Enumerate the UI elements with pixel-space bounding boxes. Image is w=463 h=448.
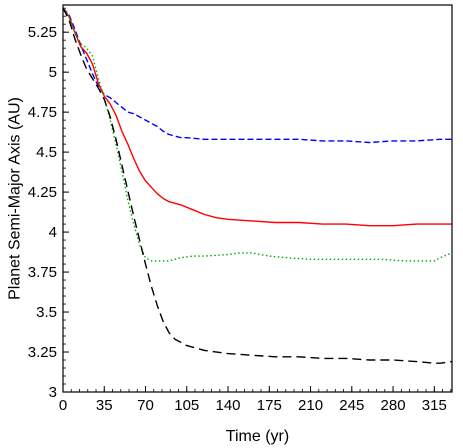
y-tick-label: 3.25 xyxy=(28,344,57,361)
y-tick-label: 4.75 xyxy=(28,104,57,121)
y-tick-label: 4.5 xyxy=(36,144,57,161)
y-axis-title: Planet Semi-Major Axis (AU) xyxy=(7,97,24,300)
y-tick-label: 3 xyxy=(49,384,57,401)
series-layer xyxy=(62,7,453,364)
x-tick-label: 175 xyxy=(257,397,282,414)
plot-frame xyxy=(62,4,453,393)
x-tick-label: 245 xyxy=(339,397,364,414)
x-axis-title: Time (yr) xyxy=(226,428,289,445)
series-line-2 xyxy=(62,7,452,227)
x-tick-label: 280 xyxy=(381,397,406,414)
x-tick-label: 70 xyxy=(137,397,154,414)
series-line-3 xyxy=(62,7,453,262)
y-axis: 3 3.25 3.5 3.75 4 4.25 4.5 4.75 5 5.25 xyxy=(28,7,69,401)
y-tick-label: 4 xyxy=(49,224,57,241)
x-tick-label: 0 xyxy=(59,397,67,414)
y-tick-label: 3.5 xyxy=(36,304,57,321)
x-tick-label: 315 xyxy=(422,397,447,414)
y-tick-label: 5 xyxy=(49,64,57,81)
series-line-1 xyxy=(62,7,452,144)
x-axis: 0 35 70 105 140 175 210 245 280 315 xyxy=(59,386,452,414)
x-tick-label: 140 xyxy=(216,397,241,414)
x-tick-label: 210 xyxy=(298,397,323,414)
x-tick-label: 105 xyxy=(174,397,199,414)
series-line-4 xyxy=(62,7,453,364)
y-tick-label: 4.25 xyxy=(28,184,57,201)
y-tick-label: 5.25 xyxy=(28,24,57,41)
x-tick-label: 35 xyxy=(96,397,113,414)
y-tick-label: 3.75 xyxy=(28,264,57,281)
